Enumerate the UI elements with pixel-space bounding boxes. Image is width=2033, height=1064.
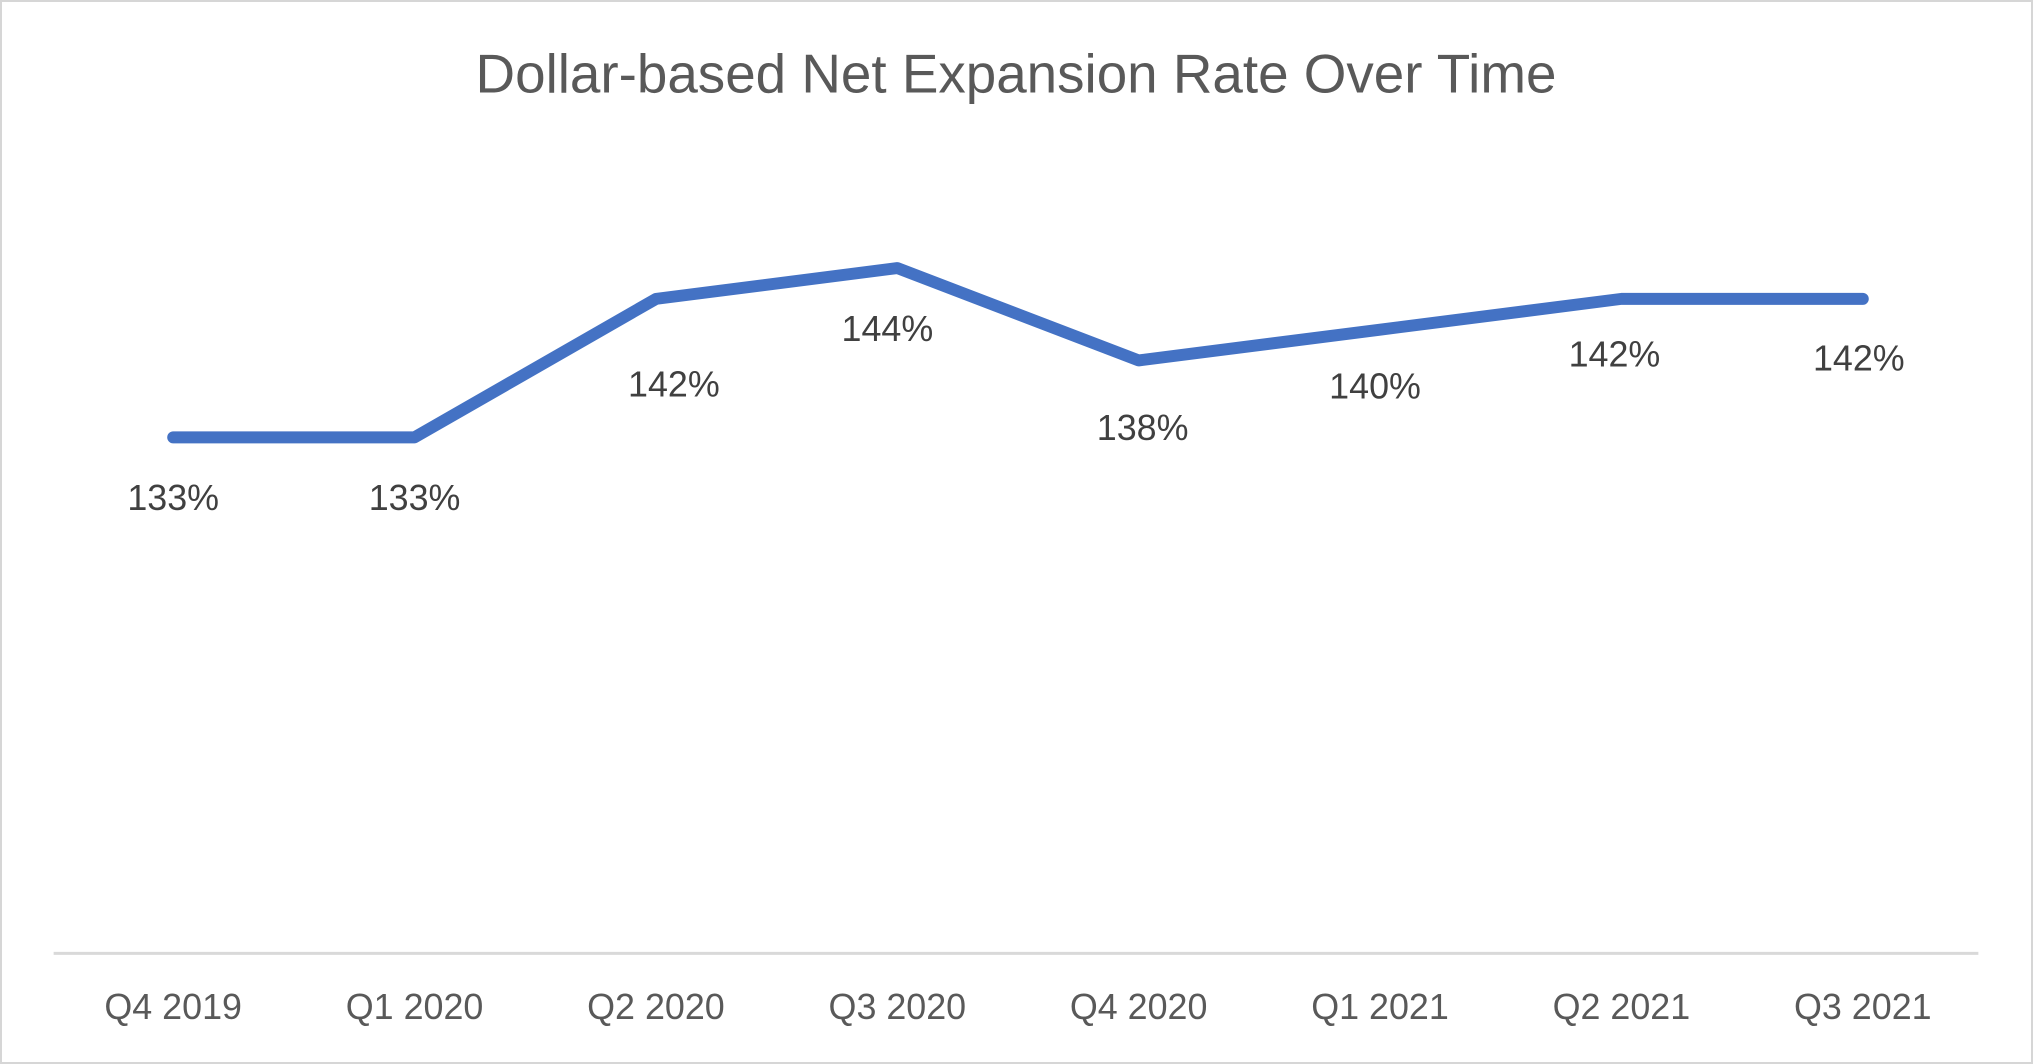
x-axis-label: Q3 2021 (1794, 987, 1932, 1027)
data-label: 138% (1097, 408, 1189, 448)
data-label: 142% (1813, 339, 1905, 379)
x-axis-label: Q1 2021 (1311, 987, 1449, 1027)
data-label: 133% (369, 478, 461, 518)
x-axis-label: Q4 2020 (1070, 987, 1208, 1027)
series-line (167, 262, 1869, 444)
data-label: 133% (127, 478, 219, 518)
x-axis-label: Q3 2020 (829, 987, 967, 1027)
x-axis-label: Q4 2019 (104, 987, 242, 1027)
data-label: 144% (842, 309, 934, 349)
chart-title: Dollar-based Net Expansion Rate Over Tim… (476, 43, 1557, 105)
x-axis-label: Q2 2020 (587, 987, 725, 1027)
data-label: 142% (1569, 335, 1661, 375)
x-axis-label: Q1 2020 (346, 987, 484, 1027)
data-label: 142% (628, 365, 720, 405)
data-labels: 133% 133% 142% 144% 138% 140% 142% 142% (127, 309, 1904, 518)
x-axis-labels: Q4 2019 Q1 2020 Q2 2020 Q3 2020 Q4 2020 Q1 20… (104, 987, 1931, 1027)
data-label: 140% (1329, 366, 1421, 406)
x-axis-label: Q2 2021 (1553, 987, 1691, 1027)
